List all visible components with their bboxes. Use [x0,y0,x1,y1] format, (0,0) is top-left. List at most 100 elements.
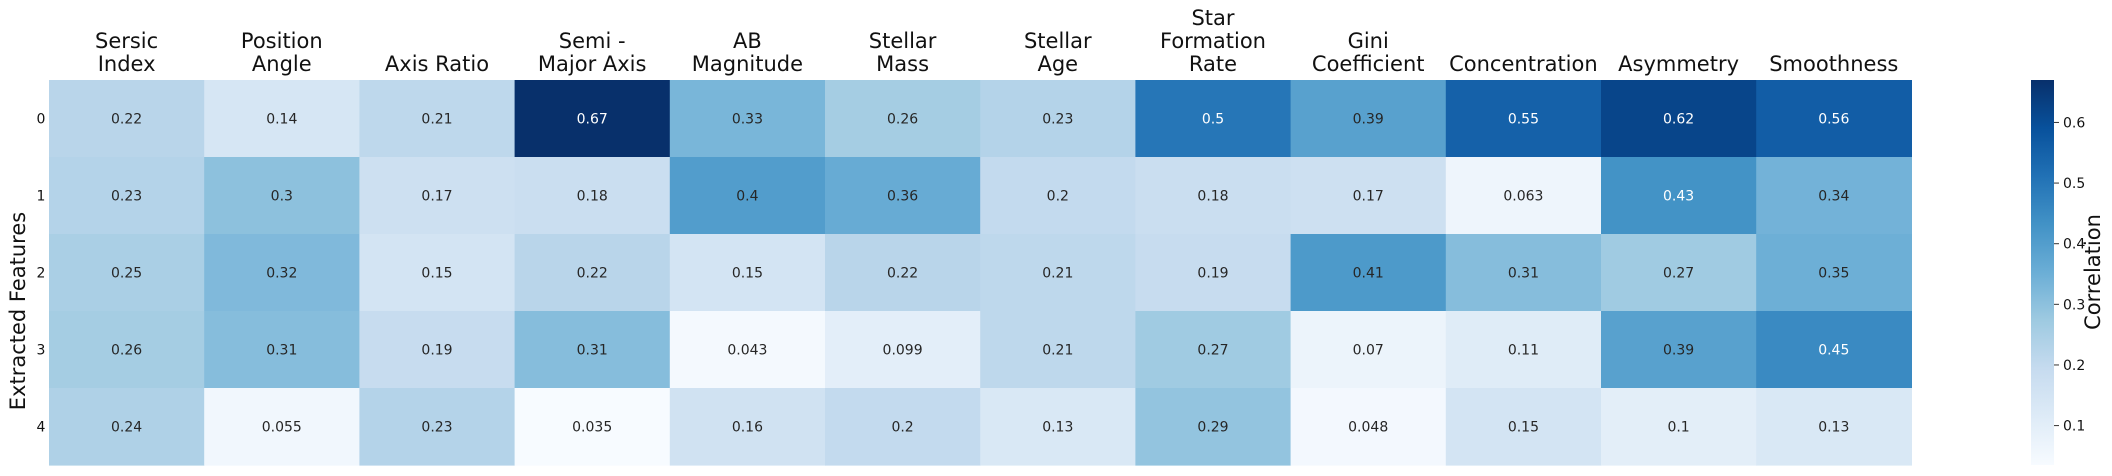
colorbar [2031,80,2054,465]
cell-value-1-9: 0.063 [1503,189,1543,205]
heatmap-cell-4-1 [204,388,360,466]
heatmap-cells: 0.22 0.14 0.21 0.67 0.33 0.26 0.23 0.5 0.39 0.55 0… [49,80,1912,466]
y-axis-title: Extracted Features [6,212,30,410]
heatmap-cell-1-3 [514,157,671,235]
cell-value-4-10: 0.1 [1667,420,1689,436]
heatmap-cell-3-0 [49,311,205,389]
colorbar-tick-label-4: 0.5 [2063,176,2085,192]
heatmap-cell-4-4 [669,388,826,466]
heatmap-cell-0-2 [359,80,516,158]
heatmap-cell-4-10 [1601,388,1757,466]
cell-value-4-1: 0.055 [262,420,302,436]
heatmap-cell-2-4 [669,234,826,312]
cell-value-0-2: 0.21 [421,112,452,128]
colorbar-tick-label-0: 0.1 [2063,419,2085,435]
heatmap-cell-4-8 [1290,388,1447,466]
heatmap-cell-1-4 [669,157,826,235]
cell-value-3-9: 0.11 [1508,343,1539,359]
cell-value-3-6: 0.21 [1042,343,1073,359]
heatmap-cell-2-11 [1756,234,1912,312]
heatmap-cell-0-10 [1601,80,1757,158]
heatmap-cell-4-9 [1445,388,1602,466]
cell-value-4-4: 0.16 [732,420,763,436]
cell-value-2-9: 0.31 [1508,266,1539,282]
cell-value-3-8: 0.07 [1353,343,1384,359]
column-label-7: Star Formation Rate [1160,6,1266,76]
row-label-3: 3 [37,343,46,359]
cell-value-0-11: 0.56 [1818,112,1849,128]
heatmap-cell-4-0 [49,388,205,466]
heatmap-cell-2-6 [980,234,1136,312]
heatmap-cell-1-6 [980,157,1136,235]
cell-value-2-10: 0.27 [1663,266,1694,282]
heatmap-cell-2-9 [1445,234,1602,312]
cell-value-1-6: 0.2 [1047,189,1069,205]
heatmap-cell-2-10 [1601,234,1757,312]
row-label-4: 4 [37,420,46,436]
cell-value-1-2: 0.17 [421,189,452,205]
heatmap-cell-3-1 [204,311,360,389]
colorbar-tick-label-2: 0.3 [2063,297,2085,313]
heatmap-cell-1-10 [1601,157,1757,235]
cell-value-0-7: 0.5 [1202,112,1224,128]
row-label-0: 0 [37,112,46,128]
heatmap-cell-4-5 [825,388,981,466]
cell-value-2-7: 0.19 [1197,266,1228,282]
heatmap-cell-0-3 [514,80,671,158]
row-labels: 0 1 2 3 4 [37,112,46,436]
cell-value-0-9: 0.55 [1508,112,1539,128]
heatmap-cell-4-11 [1756,388,1912,466]
heatmap-cell-3-5 [825,311,981,389]
heatmap-cell-2-0 [49,234,205,312]
heatmap-cell-3-6 [980,311,1136,389]
cell-value-3-3: 0.31 [577,343,608,359]
heatmap-cell-0-7 [1135,80,1292,158]
heatmap-cell-1-9 [1445,157,1602,235]
column-label-3: Semi -Major Axis [538,29,647,76]
cell-value-1-8: 0.17 [1353,189,1384,205]
cell-value-2-2: 0.15 [421,266,452,282]
column-label-9: Concentration [1449,52,1598,76]
cell-value-2-11: 0.35 [1818,266,1849,282]
cell-value-0-3: 0.67 [577,112,608,128]
cell-value-0-10: 0.62 [1663,112,1694,128]
heatmap-cell-0-6 [980,80,1136,158]
cell-value-4-3: 0.035 [572,420,612,436]
cell-value-1-7: 0.18 [1197,189,1228,205]
cell-value-1-5: 0.36 [887,189,918,205]
cell-value-3-10: 0.39 [1663,343,1694,359]
cell-value-2-4: 0.15 [732,266,763,282]
cell-value-4-8: 0.048 [1348,420,1388,436]
heatmap-cell-1-2 [359,157,516,235]
colorbar-ticks: 0.1 0.2 0.3 0.4 0.5 0.6 [2054,115,2085,435]
heatmap-cell-0-5 [825,80,981,158]
heatmap-cell-3-2 [359,311,516,389]
column-label-11: Smoothness [1769,52,1898,76]
cell-value-4-11: 0.13 [1818,420,1849,436]
heatmap-cell-2-8 [1290,234,1447,312]
column-label-6: Stellar Age [1024,29,1092,76]
heatmap-cell-2-2 [359,234,516,312]
cell-value-3-2: 0.19 [421,343,452,359]
heatmap-cell-1-0 [49,157,205,235]
heatmap-cell-3-11 [1756,311,1912,389]
heatmap-cell-2-1 [204,234,360,312]
heatmap-cell-4-3 [514,388,671,466]
cell-value-1-10: 0.43 [1663,189,1694,205]
cell-value-3-1: 0.31 [266,343,297,359]
heatmap-cell-1-7 [1135,157,1292,235]
column-label-0: Sersic Index [95,29,158,76]
column-label-4: AB Magnitude [692,29,803,76]
heatmap-cell-3-3 [514,311,671,389]
heatmap-cell-0-8 [1290,80,1447,158]
heatmap-cell-0-4 [669,80,826,158]
heatmap-cell-4-7 [1135,388,1292,466]
heatmap-cell-0-11 [1756,80,1912,158]
cell-value-0-1: 0.14 [266,112,297,128]
colorbar-tick-label-1: 0.2 [2063,358,2085,374]
column-label-10: Asymmetry [1618,52,1739,76]
heatmap-cell-3-7 [1135,311,1292,389]
cell-value-4-2: 0.23 [421,420,452,436]
cell-value-2-8: 0.41 [1353,266,1384,282]
